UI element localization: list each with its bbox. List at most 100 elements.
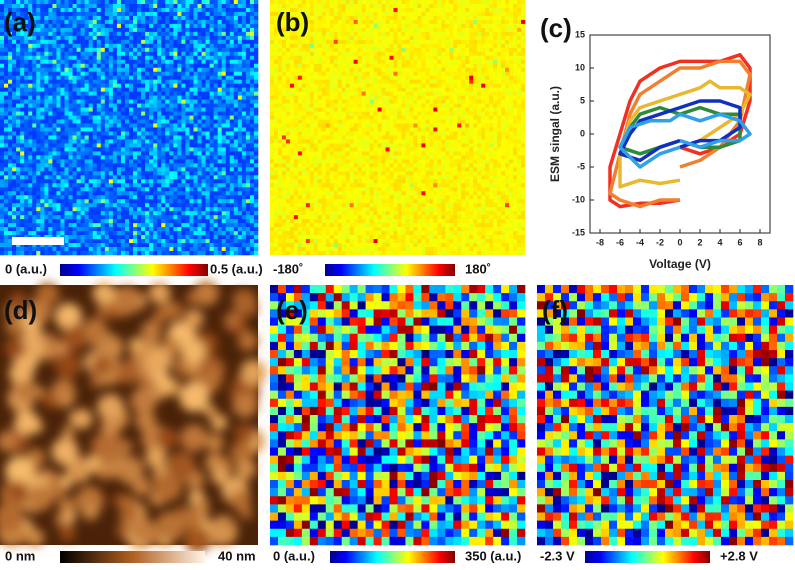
map-pixel xyxy=(209,155,214,160)
map-pixel xyxy=(241,175,247,180)
map-pixel xyxy=(100,131,106,136)
map-pixel xyxy=(24,19,29,25)
map-pixel xyxy=(137,43,142,49)
map-pixel xyxy=(253,215,259,220)
map-pixel xyxy=(96,19,102,25)
map-pixel xyxy=(181,43,186,49)
map-pixel xyxy=(40,7,45,13)
map-pixel xyxy=(481,31,486,37)
map-pixel xyxy=(449,0,454,5)
map-pixel xyxy=(225,115,231,120)
map-pixel xyxy=(185,103,190,108)
map-pixel xyxy=(193,207,198,212)
map-pixel xyxy=(4,67,9,73)
map-pixel xyxy=(84,83,89,88)
map-pixel xyxy=(521,47,526,53)
map-pixel xyxy=(153,243,158,248)
map-pixel xyxy=(413,35,418,41)
map-pixel xyxy=(205,35,210,41)
map-pixel xyxy=(141,131,146,136)
map-pixel xyxy=(153,19,158,25)
map-pixel xyxy=(189,15,194,21)
map-pixel xyxy=(201,235,206,240)
map-pixel xyxy=(205,83,210,88)
map-pixel xyxy=(0,103,5,108)
map-pixel xyxy=(149,227,154,232)
map-pixel xyxy=(189,155,194,160)
map-pixel xyxy=(133,211,138,216)
map-pixel xyxy=(329,31,335,37)
map-pixel xyxy=(68,87,73,92)
map-pixel xyxy=(149,115,154,120)
map-pixel xyxy=(72,55,77,61)
map-pixel xyxy=(137,111,142,116)
map-pixel xyxy=(52,71,57,77)
map-pixel xyxy=(233,227,239,232)
map-pixel xyxy=(409,31,414,37)
map-pixel xyxy=(0,219,5,224)
map-pixel xyxy=(32,191,37,196)
map-pixel xyxy=(40,223,45,228)
map-pixel xyxy=(185,31,190,37)
map-pixel xyxy=(72,167,77,172)
map-pixel xyxy=(189,191,194,196)
map-pixel xyxy=(141,39,146,45)
map-pixel xyxy=(305,47,311,53)
map-pixel xyxy=(28,243,33,248)
map-pixel xyxy=(8,51,13,57)
map-pixel xyxy=(381,35,386,41)
map-pixel xyxy=(28,95,33,100)
map-pixel xyxy=(413,3,418,9)
map-pixel xyxy=(124,51,130,57)
map-pixel xyxy=(80,195,85,200)
map-pixel xyxy=(229,203,235,208)
map-pixel xyxy=(361,27,366,33)
map-pixel xyxy=(24,87,29,92)
map-pixel xyxy=(177,223,182,228)
map-pixel xyxy=(197,135,202,140)
map-pixel xyxy=(425,43,430,49)
map-pixel xyxy=(393,15,398,21)
map-pixel xyxy=(64,183,69,188)
map-pixel xyxy=(137,67,142,73)
map-pixel xyxy=(84,71,89,77)
map-pixel xyxy=(245,67,251,73)
map-pixel xyxy=(229,187,235,192)
map-pixel xyxy=(96,3,102,9)
map-pixel xyxy=(44,55,49,61)
map-pixel xyxy=(112,51,118,57)
map-pixel xyxy=(137,147,142,152)
map-pixel xyxy=(225,123,231,128)
map-pixel xyxy=(68,235,73,240)
map-pixel xyxy=(76,91,81,96)
map-pixel xyxy=(161,167,166,172)
map-pixel xyxy=(12,139,17,144)
map-pixel xyxy=(253,107,259,112)
map-pixel xyxy=(157,107,162,112)
map-pixel xyxy=(241,239,247,244)
map-pixel xyxy=(181,7,186,13)
map-pixel xyxy=(133,111,138,116)
map-pixel xyxy=(357,3,362,9)
map-pixel xyxy=(509,11,514,17)
map-pixel xyxy=(209,231,214,236)
map-pixel xyxy=(64,243,69,248)
map-pixel xyxy=(341,27,347,33)
map-pixel xyxy=(88,147,94,152)
map-pixel xyxy=(4,123,9,128)
map-pixel xyxy=(157,3,162,9)
map-pixel xyxy=(161,19,166,25)
map-pixel xyxy=(197,39,202,45)
map-pixel xyxy=(92,115,98,120)
map-pixel xyxy=(405,11,410,17)
map-pixel xyxy=(245,187,251,192)
map-pixel xyxy=(84,135,89,140)
map-pixel xyxy=(44,91,49,96)
map-pixel xyxy=(48,151,53,156)
map-pixel xyxy=(429,39,434,45)
map-pixel xyxy=(233,199,239,204)
map-pixel xyxy=(4,171,9,176)
map-pixel xyxy=(501,3,506,9)
map-pixel xyxy=(225,155,231,160)
map-pixel xyxy=(36,67,41,73)
